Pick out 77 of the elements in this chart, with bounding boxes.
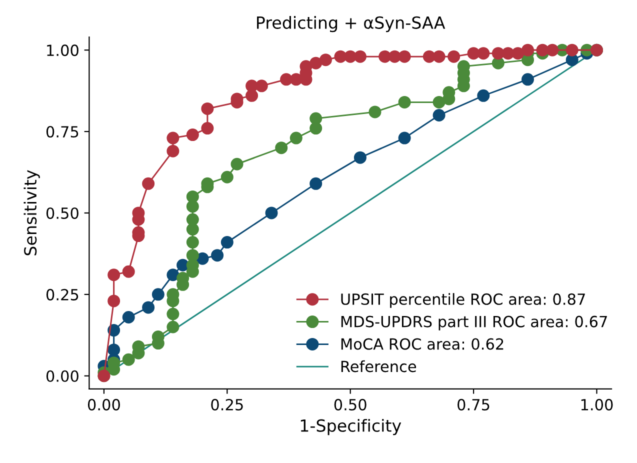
- point: [122, 310, 135, 324]
- y-tick-label: 0.50: [46, 207, 78, 219]
- point: [108, 344, 120, 356]
- point: [310, 112, 322, 125]
- point: [546, 44, 559, 56]
- x-tick-label: 1.00: [581, 398, 613, 410]
- point: [310, 122, 322, 135]
- point: [432, 108, 446, 122]
- point: [186, 236, 199, 249]
- point: [186, 213, 199, 226]
- point: [522, 73, 534, 86]
- point: [196, 252, 209, 265]
- x-tick-label: 0.00: [88, 398, 120, 410]
- point: [354, 151, 366, 164]
- point: [310, 56, 322, 70]
- point: [176, 258, 190, 272]
- point: [122, 265, 135, 278]
- point: [211, 249, 224, 262]
- point: [319, 54, 332, 66]
- point: [310, 177, 322, 190]
- chart-title: Predicting + αSyn-SAA: [257, 16, 446, 32]
- point: [142, 177, 155, 190]
- point: [265, 206, 278, 220]
- point: [477, 47, 490, 60]
- point: [246, 80, 258, 92]
- y-tick-label: 0.75: [46, 126, 78, 138]
- legend-label: MDS-UPDRS part III ROC area: 0.67: [341, 316, 607, 330]
- point: [220, 170, 234, 184]
- point: [108, 268, 120, 282]
- point: [522, 44, 534, 56]
- x-axis-title: 1-Specificity: [300, 418, 402, 436]
- point: [398, 50, 411, 63]
- point: [166, 308, 180, 320]
- point: [220, 236, 234, 249]
- point: [275, 142, 288, 154]
- point: [290, 132, 302, 144]
- point: [398, 132, 411, 144]
- point: [432, 50, 446, 63]
- point: [186, 128, 199, 142]
- point: [344, 50, 357, 63]
- x-tick-label: 0.25: [211, 398, 243, 410]
- point: [108, 294, 120, 308]
- point: [186, 190, 199, 203]
- x-tick-label: 0.50: [334, 398, 366, 410]
- point: [201, 102, 214, 115]
- point: [166, 268, 180, 282]
- point: [512, 47, 524, 60]
- point: [142, 301, 155, 314]
- legend-label: MoCA ROC area: 0.62: [341, 338, 504, 350]
- point: [432, 96, 446, 108]
- legend-label: Reference: [341, 360, 416, 372]
- point: [201, 122, 214, 135]
- point: [255, 80, 268, 92]
- y-tick-label: 1.00: [47, 44, 78, 56]
- x-tick-label: 0.75: [458, 398, 490, 410]
- y-tick-label: 0.00: [46, 370, 78, 382]
- point: [280, 73, 293, 86]
- point: [122, 353, 135, 366]
- point: [186, 223, 199, 236]
- point: [152, 288, 164, 301]
- y-tick-label: 0.25: [46, 288, 78, 300]
- point: [477, 89, 490, 102]
- point: [230, 158, 244, 170]
- legend-label: UPSIT percentile ROC area: 0.87: [341, 293, 585, 308]
- point: [166, 132, 180, 144]
- point: [492, 47, 504, 60]
- y-axis-title: Sensitivity: [24, 170, 40, 256]
- point: [166, 144, 180, 158]
- point: [566, 44, 578, 56]
- point: [166, 320, 180, 334]
- point: [354, 50, 366, 63]
- point: [388, 50, 401, 63]
- point: [368, 106, 382, 118]
- point: [398, 96, 411, 108]
- point: [422, 50, 436, 63]
- point: [448, 50, 460, 63]
- point: [186, 249, 199, 262]
